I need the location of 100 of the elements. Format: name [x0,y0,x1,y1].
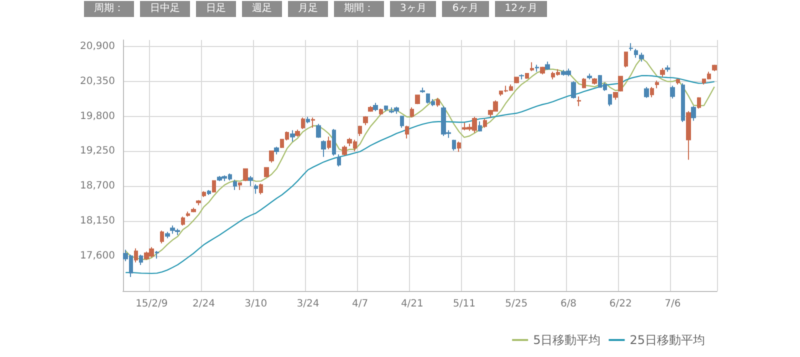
y-tick-label: 19,250 [80,146,115,157]
y-tick-label: 19,800 [80,110,115,122]
candlestick [248,175,253,187]
text: 週足 [242,1,282,17]
text: 周期： [84,1,134,17]
candlestick [478,120,482,132]
candlestick [691,106,696,122]
candlestick [650,86,654,98]
candlestick [321,140,326,158]
candlestick [655,80,659,89]
y-tick-label: 20,900 [80,40,115,52]
candlestick [165,231,170,239]
x-tick-label: 7/6 [664,298,681,310]
candlestick [342,144,347,156]
candlestick [379,108,383,116]
candlestick [181,216,185,226]
candlestick [665,64,670,72]
candlestick [483,118,487,128]
candlestick [186,211,190,218]
candlestick [202,190,206,198]
candlestick [139,254,143,266]
candlestick [519,74,524,80]
text: 日足 [196,1,236,17]
candlestick [301,117,305,130]
candlestick [212,180,216,194]
candlestick [363,116,368,126]
candlestick [420,87,425,94]
candlestick [535,64,539,72]
text: 6ヶ月 [442,1,489,17]
candlestick [436,97,440,108]
text: 12ヶ月 [494,1,548,17]
candlestick [545,61,550,70]
x-tick-label: 4/21 [400,298,424,310]
x-tick-label: 15/2/9 [136,298,168,310]
candlestick [254,184,258,194]
x-tick-label: 2/24 [192,298,215,310]
candlestick [337,154,341,167]
candlestick [582,78,586,89]
candlestick [681,82,685,122]
candlestick [373,102,378,112]
candlestick [405,125,409,139]
candlestick [530,62,534,72]
candlestick [608,94,612,107]
x-tick-label: 6/22 [609,298,632,310]
candlestick [274,146,279,155]
x-tick-label: 5/11 [453,298,476,310]
candlestick [306,116,310,124]
candlestick [238,182,242,190]
legend-label: 25日移動平均 [630,333,706,347]
candlestick [191,207,196,213]
candlestick [155,250,159,260]
candlestick [670,85,675,99]
candlestick [592,78,597,85]
candlestick [540,66,545,75]
candlestick [644,86,649,98]
candlestick [415,94,420,105]
candlestick [290,130,295,142]
text: 期間： [334,1,384,17]
x-tick-label: 6/8 [560,298,577,310]
candlestick [660,67,665,78]
candlestick [686,110,691,160]
candlestick [629,42,633,52]
candlestick [613,92,618,100]
y-tick-label: 20,350 [80,76,115,87]
candlestick [269,150,274,164]
y-tick-label: 18,150 [80,216,115,227]
y-tick-label: 18,700 [80,180,115,192]
candlestick [311,117,315,128]
candlestick [697,96,701,110]
candlestick [676,78,680,85]
x-tick-label: 3/10 [244,298,268,310]
candlestick [295,129,300,138]
candlestick [259,183,263,195]
candlestick [264,166,269,178]
candlestick [233,179,237,190]
candlestick [618,76,623,92]
x-tick-label: 5/25 [505,298,528,310]
candlestick [571,80,576,99]
candlestick [525,72,529,80]
candlestick [624,52,628,68]
candlestick [410,106,414,118]
candlestick [196,200,201,206]
candlestick [134,248,138,263]
y-tick-label: 17,600 [80,250,115,262]
text: 日中足 [140,1,190,17]
candlestick [384,104,388,112]
candlestick [327,136,331,150]
x-tick-label: 3/24 [296,298,320,310]
legend-label: 5日移動平均 [533,333,601,347]
candlestick [316,123,321,138]
text: 月足 [288,1,328,17]
candlestick [160,230,164,244]
candlestick [368,106,373,112]
candlestick [207,189,211,196]
candlestick [577,96,581,107]
candlestick [639,52,644,62]
candlestick [457,141,461,152]
candlestick [452,139,456,152]
x-tick-label: 4/7 [352,298,368,310]
candlestick [400,116,404,128]
